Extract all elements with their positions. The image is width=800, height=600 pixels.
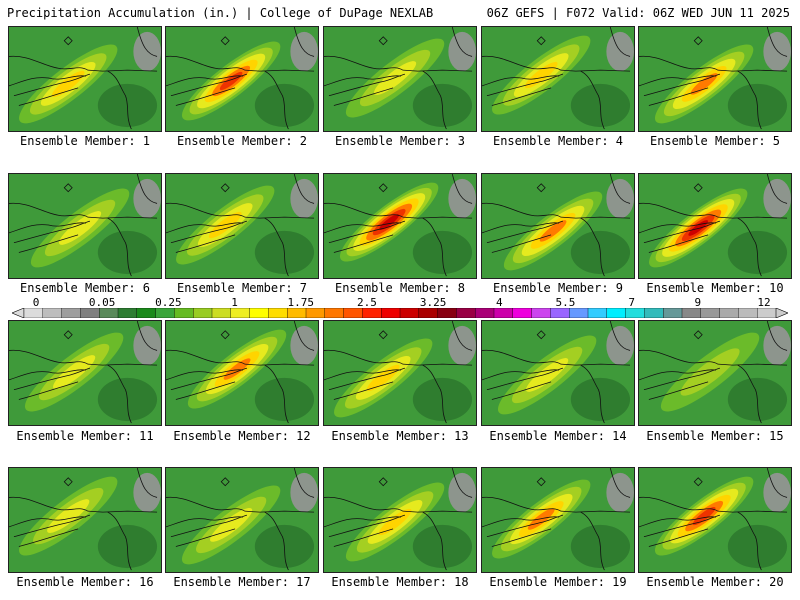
- colorbar-swatch: [437, 308, 457, 318]
- ensemble-member-label: Ensemble Member: 9: [492, 281, 624, 295]
- colorbar-swatch: [343, 308, 363, 318]
- colorbar-tick-label: 5.5: [555, 296, 576, 309]
- colorbar-swatch: [80, 308, 100, 318]
- ensemble-map-panel: [638, 173, 792, 279]
- colorbar-swatch: [362, 308, 382, 318]
- colorbar-swatch: [249, 308, 269, 318]
- colorbar-swatch: [587, 308, 608, 318]
- colorbar-swatch: [569, 308, 589, 318]
- ensemble-member-label: Ensemble Member: 7: [176, 281, 308, 295]
- ensemble-map-panel: [8, 320, 162, 426]
- ensemble-map-panel: [481, 173, 635, 279]
- color-scale-bar: [12, 308, 788, 318]
- colorbar-swatch: [42, 308, 63, 318]
- colorbar-swatch: [700, 308, 721, 318]
- ensemble-member-label: Ensemble Member: 16: [16, 575, 154, 589]
- model-run-info: 06Z GEFS | F072 Valid: 06Z WED JUN 11 20…: [486, 6, 790, 20]
- colorbar-swatch: [550, 308, 570, 318]
- ensemble-member-label: Ensemble Member: 6: [19, 281, 151, 295]
- colorbar-swatch: [117, 308, 138, 318]
- ensemble-member-label: Ensemble Member: 12: [173, 429, 311, 443]
- colorbar-swatch: [174, 308, 194, 318]
- ensemble-map-panel: [8, 173, 162, 279]
- colorbar-tick-label: 4: [495, 296, 503, 309]
- ensemble-map-panel: [8, 467, 162, 573]
- colorbar-tick-label: 9: [694, 296, 702, 309]
- colorbar-swatch: [681, 308, 702, 318]
- ensemble-member-label: Ensemble Member: 1: [19, 134, 151, 148]
- colorbar-swatch: [98, 308, 119, 318]
- colorbar-max-arrow: [775, 308, 788, 318]
- colorbar-swatch: [606, 308, 627, 318]
- ensemble-member-label: Ensemble Member: 20: [646, 575, 784, 589]
- colorbar-swatch: [324, 308, 345, 318]
- ensemble-member-label: Ensemble Member: 3: [334, 134, 466, 148]
- ensemble-map-panel: [481, 320, 635, 426]
- colorbar-swatch: [230, 308, 251, 318]
- ensemble-member-label: Ensemble Member: 4: [492, 134, 624, 148]
- colorbar-tick-label: 3.25: [419, 296, 447, 309]
- colorbar-swatch: [23, 308, 44, 318]
- colorbar-swatch: [381, 308, 401, 318]
- colorbar-swatch: [663, 308, 683, 318]
- ensemble-map-panel: [638, 320, 792, 426]
- colorbar-swatch: [61, 308, 81, 318]
- colorbar-swatch: [719, 308, 739, 318]
- colorbar-swatch: [192, 308, 213, 318]
- colorbar-tick-label: 12: [757, 296, 771, 309]
- colorbar-tick-label: 0: [32, 296, 40, 309]
- colorbar-tick-label: 2.5: [356, 296, 377, 309]
- ensemble-member-label: Ensemble Member: 19: [489, 575, 627, 589]
- ensemble-member-label: Ensemble Member: 18: [331, 575, 469, 589]
- ensemble-map-panel: [165, 320, 319, 426]
- colorbar-swatch: [287, 308, 307, 318]
- ensemble-map-panel: [165, 173, 319, 279]
- ensemble-map-panel: [481, 467, 635, 573]
- colorbar-min-arrow: [12, 308, 25, 318]
- ensemble-map-panel: [165, 26, 319, 132]
- colorbar-swatch: [625, 308, 645, 318]
- ensemble-member-label: Ensemble Member: 8: [334, 281, 466, 295]
- ensemble-map-panel: [8, 26, 162, 132]
- ensemble-member-label: Ensemble Member: 13: [331, 429, 469, 443]
- ensemble-map-panel: [323, 320, 477, 426]
- colorbar-swatch: [475, 308, 495, 318]
- ensemble-map-panel: [323, 467, 477, 573]
- ensemble-member-label: Ensemble Member: 10: [646, 281, 784, 295]
- colorbar-swatch: [738, 308, 758, 318]
- colorbar-swatch: [493, 308, 514, 318]
- colorbar-swatch: [512, 308, 533, 318]
- ensemble-member-label: Ensemble Member: 17: [173, 575, 311, 589]
- ensemble-member-label: Ensemble Member: 5: [649, 134, 781, 148]
- ensemble-member-label: Ensemble Member: 14: [489, 429, 627, 443]
- colorbar-tick-label: 1: [231, 296, 238, 309]
- colorbar-swatch: [399, 308, 420, 318]
- ensemble-map-panel: [323, 26, 477, 132]
- ensemble-map-panel: [323, 173, 477, 279]
- colorbar-swatch: [136, 308, 157, 318]
- colorbar-swatch: [418, 308, 439, 318]
- colorbar-tick-label: 7: [628, 296, 635, 309]
- colorbar-swatch: [456, 308, 476, 318]
- ensemble-member-label: Ensemble Member: 15: [646, 429, 784, 443]
- ensemble-map-panel: [481, 26, 635, 132]
- ensemble-map-panel: [165, 467, 319, 573]
- map-title: Precipitation Accumulation (in.) | Colle…: [7, 6, 434, 20]
- ensemble-member-label: Ensemble Member: 2: [176, 134, 308, 148]
- ensemble-map-panel: [638, 467, 792, 573]
- ensemble-map-panel: [638, 26, 792, 132]
- colorbar-swatch: [155, 308, 175, 318]
- ensemble-member-label: Ensemble Member: 11: [16, 429, 154, 443]
- colorbar-swatch: [757, 308, 777, 318]
- colorbar-swatch: [268, 308, 288, 318]
- colorbar-swatch: [305, 308, 326, 318]
- colorbar-tick-label: 1.75: [287, 296, 314, 309]
- colorbar-tick-label: 0.25: [155, 296, 182, 309]
- colorbar-swatch: [644, 308, 664, 318]
- colorbar-tick-label: 0.05: [88, 296, 116, 309]
- colorbar-swatch: [211, 308, 232, 318]
- colorbar-swatch: [531, 308, 551, 318]
